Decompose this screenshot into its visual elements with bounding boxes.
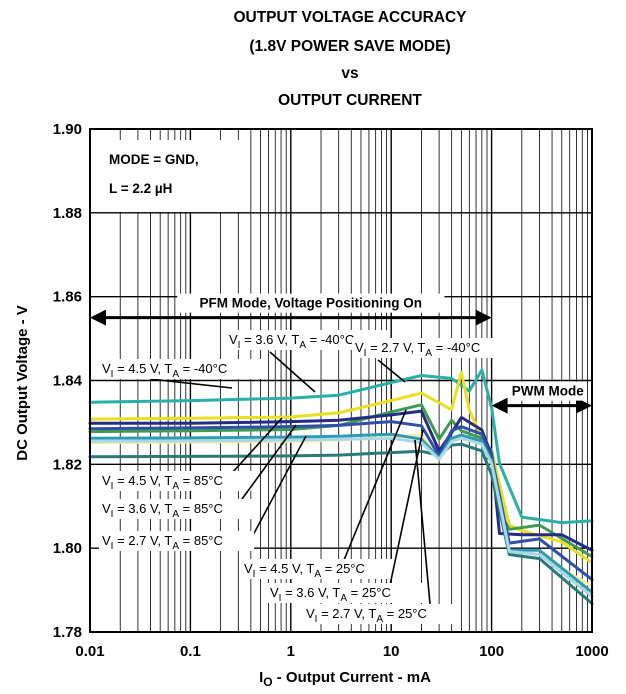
mode-label-background: [511, 381, 585, 401]
x-axis-label-symbol: I: [259, 669, 263, 686]
mode-arrow-head-left: [491, 397, 508, 414]
chart-title: OUTPUT VOLTAGE ACCURACY (1.8V POWER SAVE…: [233, 9, 467, 109]
annotation-background: [99, 531, 255, 551]
series-annotation: VI = 2.7 V, TA = 25°C: [306, 606, 427, 625]
conditions-inductor: L = 2.2 µH: [109, 181, 172, 196]
conditions-background: [101, 140, 240, 212]
x-tick-label: 10: [383, 643, 400, 660]
mode-label: PWM Mode: [512, 384, 584, 399]
y-tick-label: 1.88: [53, 205, 82, 222]
mode-arrow-head-left: [90, 309, 106, 326]
conditions-mode: MODE = GND,: [109, 152, 199, 167]
x-tick-label: 0.1: [180, 643, 201, 660]
annotation-background: [241, 559, 397, 579]
mode-regions: PFM Mode, Voltage Positioning On PWM Mode: [90, 293, 592, 414]
x-tick-label: 1: [287, 643, 295, 660]
y-tick-label: 1.90: [53, 121, 82, 138]
annotation-background: [99, 471, 255, 491]
annotation-background: [303, 604, 459, 624]
title-line-4: OUTPUT CURRENT: [278, 92, 422, 109]
series-annotation: VI = 3.6 V, TA = -40°C: [229, 332, 354, 351]
tick-labels: 0.01 0.1 1 10 100 1000 1.78 1.80 1.82 1.84 1.86 1.8…: [53, 121, 609, 660]
series-line: [88, 368, 594, 525]
annotation-leader-line: [414, 439, 431, 605]
series-line: [88, 436, 594, 598]
x-tick-label: 0.01: [75, 643, 104, 660]
series-annotation: VI = 4.5 V, TA = -40°C: [102, 361, 227, 380]
series-annotation: VI = 2.7 V, TA = -40°C: [355, 340, 480, 359]
y-axis-label: DC Output Voltage - V: [14, 305, 31, 461]
series-annotation: VI = 2.7 V, TA = 85°C: [102, 533, 223, 552]
x-axis-label-subscript: O: [263, 675, 272, 689]
x-axis-label: IO - Output Current - mA: [259, 669, 431, 689]
annotation-leader-line: [149, 378, 233, 389]
annotation-background: [352, 338, 515, 358]
x-axis-label-text: - Output Current - mA: [273, 669, 431, 686]
annotation-background: [267, 583, 423, 603]
annotations: VI = 3.6 V, TA = -40°CVI = 2.7 V, TA = -…: [99, 330, 515, 625]
conditions-box: MODE = GND, L = 2.2 µH: [101, 140, 240, 212]
annotation-background: [99, 359, 262, 379]
series-lines: [88, 368, 594, 605]
annotation-leader-line: [377, 359, 406, 383]
title-line-3: vs: [341, 65, 358, 82]
x-tick-label: 1000: [575, 643, 608, 660]
y-tick-label: 1.86: [53, 289, 82, 306]
mode-arrow-head-right: [475, 309, 492, 326]
annotation-leader-line: [269, 351, 316, 393]
annotation-background: [99, 499, 255, 519]
mode-label-background: [177, 293, 445, 313]
conditions-inductor-unit: µH: [155, 181, 173, 196]
x-tick-label: 100: [479, 643, 504, 660]
annotation-leader-line: [343, 409, 407, 561]
y-tick-label: 1.78: [53, 624, 82, 641]
series-annotation: VI = 3.6 V, TA = 25°C: [270, 585, 391, 604]
y-tick-label: 1.80: [53, 540, 82, 557]
series-line: [88, 442, 594, 605]
y-tick-label: 1.84: [53, 373, 83, 390]
series-annotation: VI = 4.5 V, TA = 25°C: [244, 561, 365, 580]
title-line-1: OUTPUT VOLTAGE ACCURACY: [233, 9, 467, 26]
series-annotation: VI = 3.6 V, TA = 85°C: [102, 501, 223, 520]
title-line-2: (1.8V POWER SAVE MODE): [249, 38, 450, 55]
annotation-leader-line: [233, 424, 297, 511]
conditions-inductor-value: L = 2.2: [109, 181, 155, 196]
mode-label: PFM Mode, Voltage Positioning On: [200, 296, 423, 311]
annotation-leader-line: [389, 429, 424, 586]
mode-arrow-head-right: [576, 397, 592, 414]
plot-frame: [89, 128, 593, 633]
annotation-leader-line: [251, 435, 307, 538]
series-annotation: VI = 4.5 V, TA = 85°C: [102, 473, 223, 492]
annotation-background: [226, 330, 389, 350]
y-tick-label: 1.82: [53, 456, 82, 473]
